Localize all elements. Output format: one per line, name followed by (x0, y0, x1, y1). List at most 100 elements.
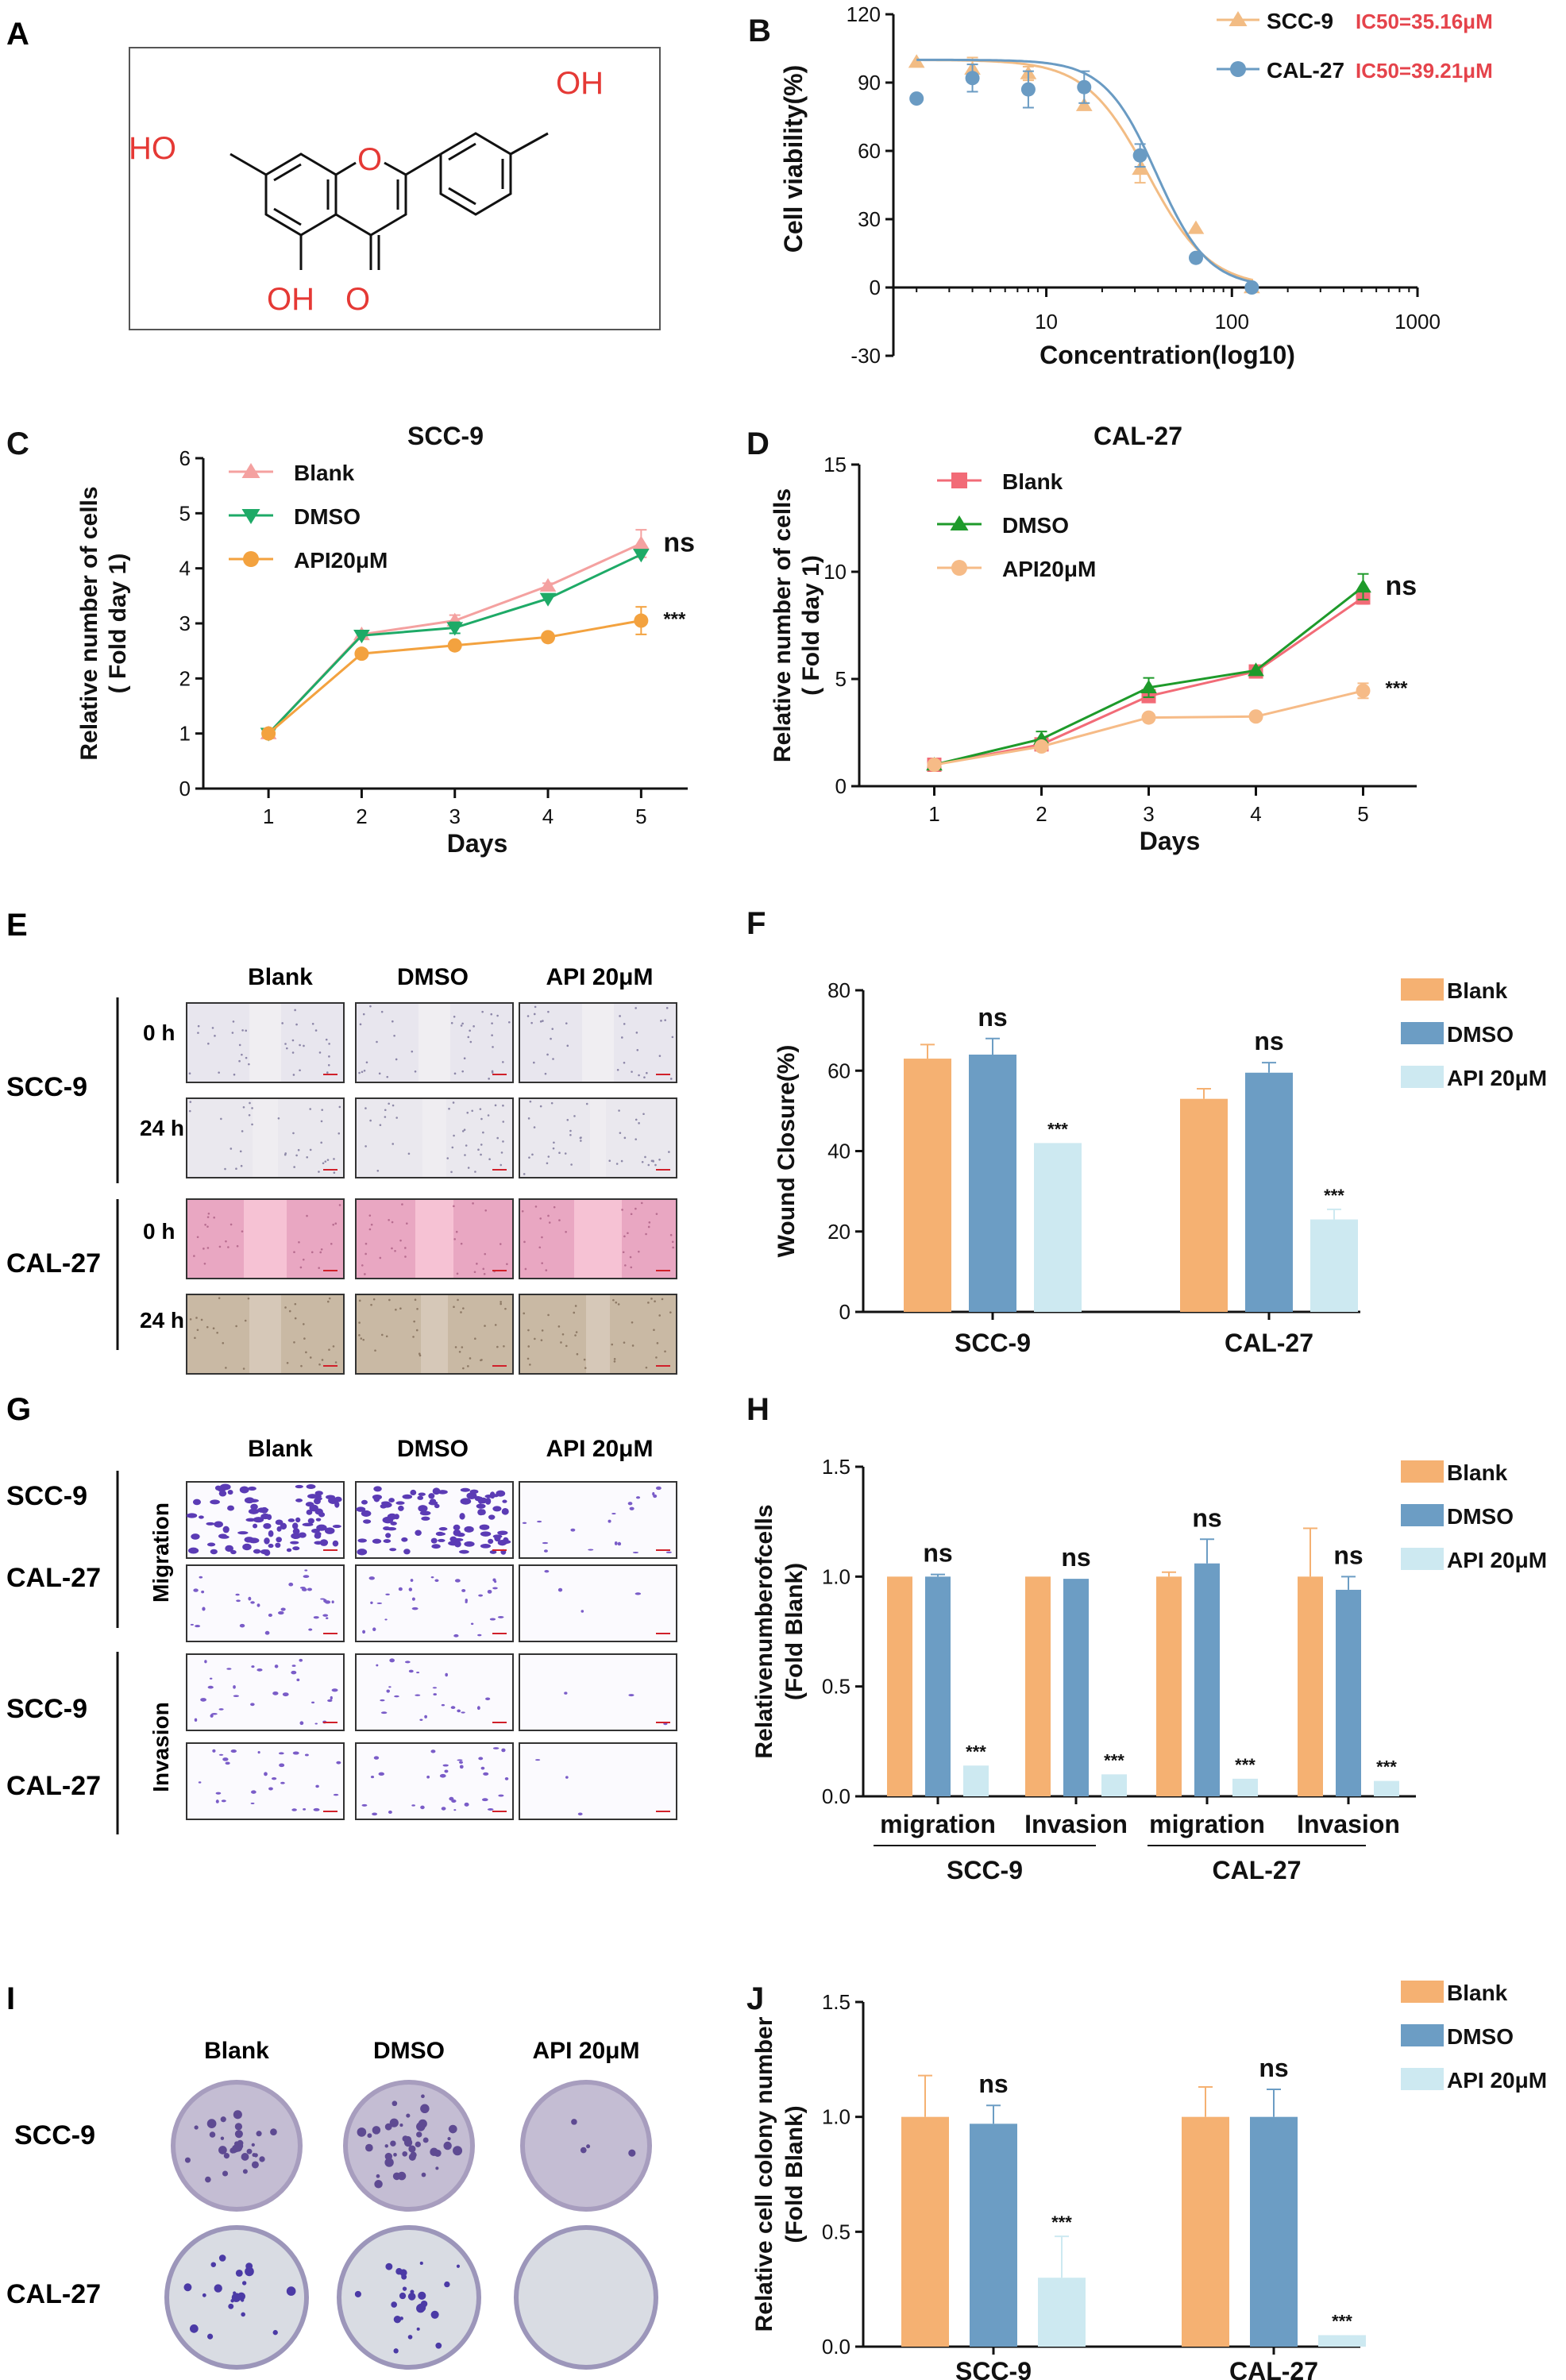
cell-dot (494, 1324, 497, 1326)
stained-cell (225, 1761, 230, 1765)
stained-cell (274, 1664, 279, 1668)
cell-dot (227, 1246, 230, 1248)
F-y-label: Wound Closure(%) (773, 1045, 800, 1258)
transwell-image (186, 1564, 345, 1642)
C-y-tick-label: 1 (179, 722, 191, 746)
cell-dot (324, 1160, 327, 1163)
cell-dot (646, 1071, 648, 1074)
colony-dish (171, 2080, 303, 2212)
stained-cell (268, 1787, 273, 1791)
stained-cell (372, 1627, 376, 1632)
colony (206, 2119, 217, 2129)
stained-cell (655, 1486, 662, 1491)
cell-dot (622, 1251, 625, 1254)
cell-dot (616, 1068, 619, 1071)
cell-dot (461, 1346, 464, 1348)
i-row-cal27: CAL-27 (6, 2279, 101, 2309)
C-y-label: Relative number of cells (76, 486, 102, 760)
stained-cell (488, 1514, 496, 1520)
colony (399, 2316, 403, 2320)
cell-dot (654, 1163, 657, 1167)
cell-dot (623, 1023, 626, 1025)
stained-cell (665, 1551, 672, 1553)
C-series-line (268, 619, 642, 735)
stained-cell (187, 1547, 199, 1554)
cell-dot (457, 1298, 459, 1302)
stained-cell (295, 1484, 303, 1489)
cell-dot (648, 1221, 651, 1224)
cell-dot (247, 1297, 250, 1300)
colony (242, 2169, 248, 2174)
cell-dot (496, 1136, 499, 1140)
colony (435, 2166, 439, 2170)
stained-cell (385, 1533, 392, 1538)
stained-cell (418, 1505, 428, 1512)
H-bar (1194, 1563, 1220, 1796)
colony (354, 2290, 361, 2297)
cell-dot (534, 1337, 536, 1340)
F-annotation: *** (1324, 1186, 1344, 1205)
H-legend-label: API 20μM (1447, 1548, 1547, 1572)
cell-dot (569, 1133, 572, 1136)
F-y-tick-label: 20 (827, 1220, 850, 1244)
cell-dot (621, 1036, 623, 1039)
H-bar (963, 1765, 989, 1796)
stained-cell (292, 1546, 300, 1551)
stained-cell (307, 1587, 312, 1591)
wound-image (519, 1294, 677, 1375)
chart-c: C SCC-9 0 1 2 3 4 5 6 1 2 3 4 5 Days Relative number of… (6, 422, 695, 858)
H-annotation: *** (1104, 1750, 1124, 1770)
cell-dot (328, 1055, 330, 1058)
cell-dot (490, 1013, 493, 1016)
cell-dot (469, 1357, 472, 1360)
cell-dot (391, 1221, 394, 1224)
wound-gap (421, 1295, 448, 1373)
stained-cell (394, 1514, 399, 1520)
stained-cell (458, 1761, 464, 1764)
H-category-label: Invasion (1024, 1810, 1128, 1838)
dish-plate (520, 2080, 652, 2212)
colony (218, 2255, 226, 2262)
cell-dot (291, 1051, 295, 1054)
cell-dot (453, 1238, 456, 1240)
cell-dot (376, 1040, 378, 1043)
stained-cell (663, 1722, 668, 1726)
stained-cell (461, 1589, 466, 1592)
cell-dot (212, 1327, 215, 1330)
cell-dot (638, 1250, 640, 1253)
cell-dot (546, 1053, 549, 1056)
b-point (1075, 97, 1093, 111)
stained-cell (292, 1751, 299, 1755)
stained-cell (303, 1807, 307, 1811)
D-x-tick-label: 2 (1036, 802, 1047, 826)
g-col-dmso: DMSO (397, 1436, 469, 1462)
cell-dot (391, 1247, 393, 1250)
cell-dot (309, 1108, 312, 1110)
cell-dot (238, 1059, 241, 1063)
cell-dot (573, 1115, 576, 1117)
cell-dot (395, 1308, 397, 1311)
colony (233, 2110, 242, 2120)
stained-cell (476, 1503, 486, 1509)
cell-dot (360, 1337, 363, 1340)
colony (364, 2143, 373, 2152)
cell-dot (647, 1225, 650, 1229)
C-annotation: ns (663, 527, 695, 557)
cell-dot (446, 1157, 449, 1159)
stained-cell (378, 1772, 385, 1776)
J-legend-label: API 20μM (1447, 2068, 1547, 2093)
D-y-tick-label: 0 (835, 774, 847, 798)
cell-dot (418, 1354, 422, 1357)
stained-cell (193, 1588, 199, 1592)
cell-dot (453, 1015, 456, 1018)
colony (408, 2153, 416, 2161)
cell-dot (500, 1151, 503, 1154)
stained-cell (542, 1541, 549, 1545)
colony (444, 2281, 450, 2288)
cell-dot (623, 1341, 626, 1344)
stained-cell (489, 1491, 496, 1499)
wound-image (186, 1198, 345, 1279)
cell-dot (550, 1037, 552, 1040)
wound-gap (249, 1004, 281, 1082)
colony-dish (337, 2225, 481, 2370)
